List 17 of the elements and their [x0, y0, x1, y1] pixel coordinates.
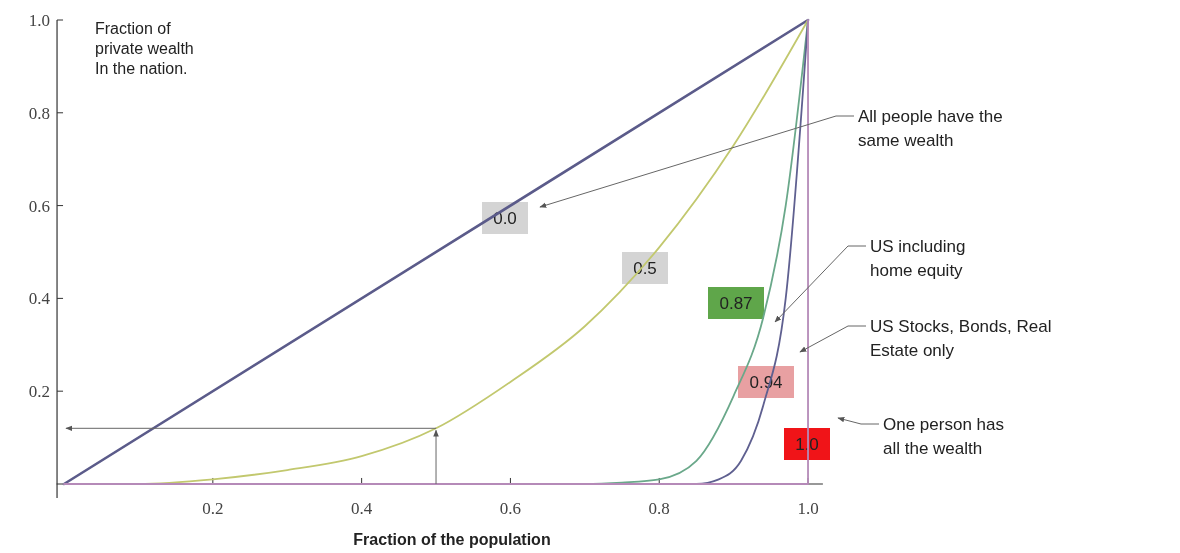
x-axis-title: Fraction of the population — [353, 531, 551, 548]
x-tick-label: 1.0 — [797, 498, 819, 518]
x-tick-label: 0.6 — [499, 498, 522, 518]
x-tick-label: 0.8 — [648, 498, 670, 518]
y-tick-label: 0.2 — [28, 382, 51, 402]
y-axis-title: Fraction of private wealth In the nation. — [95, 20, 194, 77]
x-tick-label: 0.2 — [202, 498, 224, 518]
y-tick-label: 1.0 — [28, 11, 51, 30]
y-tick-label: 0.6 — [28, 196, 51, 216]
x-tick-label: 0.4 — [351, 498, 373, 518]
text: One person has all the wealth — [883, 415, 1004, 458]
text: US including home equity — [870, 237, 966, 280]
y-tick-label: 0.4 — [28, 289, 51, 309]
series-label: 0.87 — [719, 294, 753, 313]
text: US Stocks, Bonds, Real Estate only — [870, 317, 1052, 360]
y-tick-label: 0.8 — [28, 103, 51, 123]
text: All people have the same wealth — [858, 107, 1003, 150]
